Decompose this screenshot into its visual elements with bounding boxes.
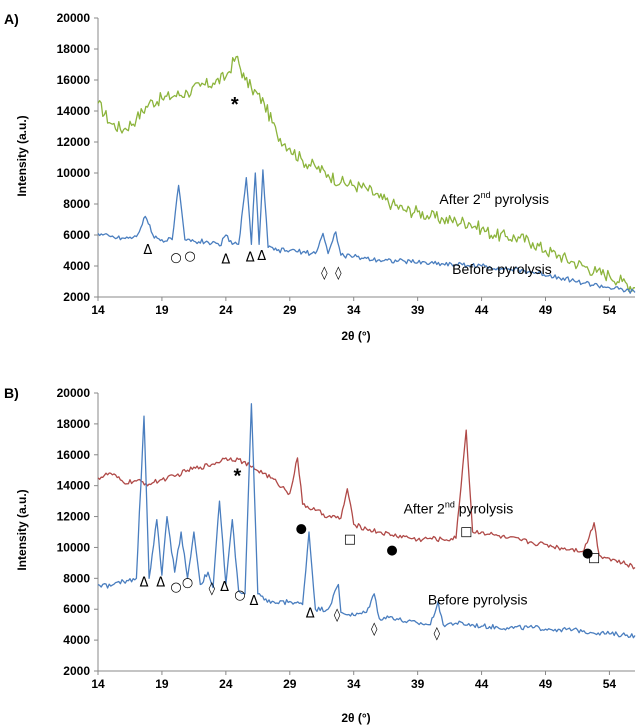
panel-a-circle-marker: ○ [184,249,195,264]
panel-b-square-marker: □ [588,551,600,566]
panel-a-before-pyrolysis-label-main: Before pyrolysis [452,261,552,277]
panel-a-x-axis-label: 2θ (°) [341,329,370,343]
panel-b-triangle-marker: Δ [220,580,229,595]
panel-b-circle-marker: ○ [170,580,181,595]
panel-a-triangle-marker: Δ [246,251,255,266]
panel-b-y-tick-label: 20000 [57,386,91,400]
panel-b-after-2nd-pyrolysis-label: After 2nd pyrolysis [404,499,514,516]
panel-b-after-2nd-pyrolysis-label-main: After 2 [404,500,445,516]
panel-a-circle-marker: ○ [170,251,181,266]
panel-b-y-tick-label: 2000 [63,664,90,678]
panel-b-x-tick-label: 34 [347,677,361,691]
panel-b-before-pyrolysis-line [97,403,636,639]
panel-a-x-tick-label: 19 [155,303,169,317]
panel-a-after-2nd-pyrolysis-label-sup: nd [481,190,491,200]
panel-a: A) Intensity (a.u.) 2θ (°) 2000 4000 6000 8… [4,11,636,343]
panel-a-triangle-marker: Δ [221,252,230,267]
panel-b-triangle-marker: Δ [250,594,259,609]
panel-a-y-tick-label: 14000 [57,104,91,118]
panel-a-y-tick-label: 20000 [57,11,91,25]
panel-a-x-tick-label: 39 [411,303,425,317]
panel-b-diamond-marker: ◊ [434,626,441,641]
panel-b-x-tick-label: 49 [539,677,553,691]
panel-a-y-tick-label: 18000 [57,42,91,56]
panel-a-diamond-marker: ◊ [321,266,328,281]
panel-b-x-tick-label: 14 [91,677,105,691]
panel-b-after-2nd-pyrolysis-label-rest: pyrolysis [455,500,513,516]
panel-b-triangle-marker: Δ [140,575,149,590]
panel-a-before-pyrolysis-label: Before pyrolysis [452,261,552,277]
panel-a-y-tick-label: 4000 [63,259,90,273]
panel-a-y-axis-label: Intensity (a.u.) [15,115,29,196]
panel-b-y-tick-label: 14000 [57,479,91,493]
panel-b-y-tick-label: 4000 [63,633,90,647]
panel-a-after-2nd-pyrolysis-label-rest: pyrolysis [491,191,549,207]
panel-b-circle-marker: ○ [182,575,193,590]
panel-b-x-tick-label: 44 [475,677,489,691]
panel-b-diamond-marker: ◊ [209,582,216,597]
panel-a-triangle-marker: Δ [143,243,152,258]
panel-a-x-tick-label: 29 [283,303,297,317]
panel-b-y-tick-label: 6000 [63,602,90,616]
panel-b-x-tick-label: 54 [603,677,617,691]
panel-b-after-2nd-pyrolysis-label-sup: nd [445,499,455,509]
panel-b-x-tick-label: 19 [155,677,169,691]
panel-b-label: B) [4,385,19,401]
panel-a-x-tick-label: 49 [539,303,553,317]
panel-a-diamond-marker: ◊ [335,266,342,281]
panel-b-square-marker: □ [344,532,356,547]
panel-a-y-tick-label: 10000 [57,166,91,180]
panel-a-asterisk-annotation: * [231,94,239,116]
panel-b-square-marker: □ [460,524,472,539]
panel-b-y-tick-label: 12000 [57,510,91,524]
panel-b-triangle-marker: Δ [306,606,315,621]
panel-b-after-2nd-pyrolysis-line [97,429,636,570]
panel-b-y-tick-label: 16000 [57,448,91,462]
panel-b-before-pyrolysis-label: Before pyrolysis [428,592,528,608]
panel-b-filled-circle-marker: ● [582,546,593,561]
panel-a-x-tick-label: 14 [91,303,105,317]
panel-a-y-tick-label: 6000 [63,228,90,242]
panel-a-x-tick-label: 24 [219,303,233,317]
panel-a-after-2nd-pyrolysis-label: After 2nd pyrolysis [439,190,549,207]
panel-b-y-tick-label: 8000 [63,571,90,585]
panel-b-diamond-marker: ◊ [334,608,341,623]
panel-b: B) Intensity (a.u.) 2θ (°) 2000 4000 6000 8… [4,385,636,725]
panel-b-filled-circle-marker: ● [296,521,307,536]
panel-a-y-tick-label: 2000 [63,290,90,304]
panel-a-triangle-marker: Δ [257,249,266,264]
panel-a-y-tick-label: 12000 [57,135,91,149]
panel-b-y-tick-label: 10000 [57,540,91,554]
panel-b-x-tick-label: 39 [411,677,425,691]
panel-a-x-tick-label: 54 [603,303,617,317]
panel-b-asterisk-annotation: * [233,466,241,488]
panel-b-x-tick-label: 29 [283,677,297,691]
panel-a-y-tick-label: 8000 [63,197,90,211]
panel-a-x-tick-label: 44 [475,303,489,317]
panel-a-after-2nd-pyrolysis-line [97,55,636,292]
panel-b-filled-circle-marker: ● [386,543,397,558]
panel-a-y-tick-label: 16000 [57,73,91,87]
panel-b-before-pyrolysis-label-main: Before pyrolysis [428,592,528,608]
panel-b-y-axis-label: Intensity (a.u.) [15,489,29,570]
panel-b-y-tick-label: 18000 [57,417,91,431]
panel-b-triangle-marker: Δ [156,575,165,590]
panel-a-after-2nd-pyrolysis-label-main: After 2 [439,191,480,207]
panel-b-x-tick-label: 24 [219,677,233,691]
panel-b-x-axis-label: 2θ (°) [341,711,370,725]
panel-a-before-pyrolysis-line [97,169,636,294]
panel-b-diamond-marker: ◊ [371,622,378,637]
panel-a-label: A) [4,11,19,27]
panel-b-circle-marker: ○ [234,588,245,603]
panel-a-x-tick-label: 34 [347,303,361,317]
